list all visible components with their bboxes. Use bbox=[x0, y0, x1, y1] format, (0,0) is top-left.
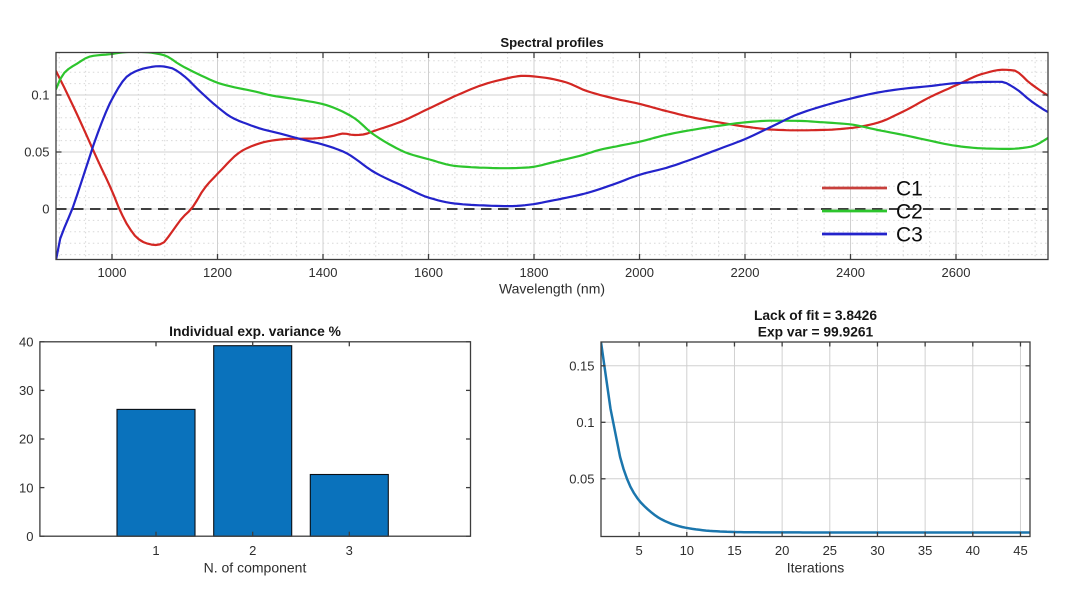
svg-text:30: 30 bbox=[870, 543, 884, 558]
svg-text:15: 15 bbox=[727, 543, 741, 558]
svg-text:0.15: 0.15 bbox=[569, 359, 594, 374]
svg-text:20: 20 bbox=[19, 432, 33, 447]
svg-text:1200: 1200 bbox=[203, 265, 232, 280]
svg-text:Spectral profiles: Spectral profiles bbox=[500, 35, 603, 50]
svg-text:10: 10 bbox=[19, 480, 33, 495]
svg-text:2400: 2400 bbox=[836, 265, 865, 280]
svg-text:2600: 2600 bbox=[942, 265, 971, 280]
svg-text:2200: 2200 bbox=[731, 265, 760, 280]
svg-text:Iterations: Iterations bbox=[787, 560, 845, 576]
svg-text:C2: C2 bbox=[896, 201, 923, 224]
svg-text:2000: 2000 bbox=[625, 265, 654, 280]
svg-text:Exp var = 99.9261: Exp var = 99.9261 bbox=[758, 325, 874, 340]
svg-text:40: 40 bbox=[966, 543, 980, 558]
svg-text:Individual exp. variance %: Individual exp. variance % bbox=[169, 324, 341, 339]
svg-text:30: 30 bbox=[19, 383, 33, 398]
svg-text:0.05: 0.05 bbox=[569, 472, 594, 487]
svg-text:2: 2 bbox=[249, 543, 256, 558]
svg-text:Wavelength (nm): Wavelength (nm) bbox=[499, 281, 605, 297]
svg-text:Lack of fit = 3.8426: Lack of fit = 3.8426 bbox=[754, 308, 877, 323]
svg-text:1400: 1400 bbox=[309, 265, 338, 280]
svg-text:40: 40 bbox=[19, 335, 33, 350]
svg-text:1800: 1800 bbox=[520, 265, 549, 280]
svg-text:1600: 1600 bbox=[414, 265, 443, 280]
svg-text:0.1: 0.1 bbox=[576, 415, 594, 430]
svg-text:C3: C3 bbox=[896, 224, 923, 247]
svg-text:1000: 1000 bbox=[98, 265, 127, 280]
svg-text:0: 0 bbox=[42, 202, 49, 217]
svg-text:5: 5 bbox=[635, 543, 642, 558]
svg-text:N. of component: N. of component bbox=[204, 560, 307, 576]
svg-text:35: 35 bbox=[918, 543, 932, 558]
svg-text:0: 0 bbox=[26, 529, 33, 544]
svg-text:0.1: 0.1 bbox=[31, 88, 49, 103]
svg-text:45: 45 bbox=[1013, 543, 1027, 558]
svg-text:1: 1 bbox=[152, 543, 159, 558]
svg-text:3: 3 bbox=[346, 543, 353, 558]
svg-text:0.05: 0.05 bbox=[24, 145, 49, 160]
svg-text:25: 25 bbox=[823, 543, 837, 558]
svg-text:C1: C1 bbox=[896, 178, 923, 201]
svg-text:10: 10 bbox=[680, 543, 694, 558]
svg-text:20: 20 bbox=[775, 543, 789, 558]
